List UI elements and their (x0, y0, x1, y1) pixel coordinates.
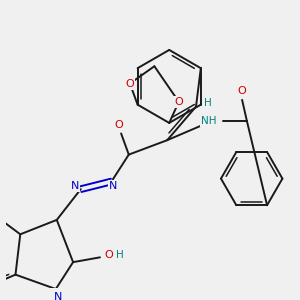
Text: O: O (238, 86, 247, 96)
Text: O: O (174, 97, 183, 107)
Text: O: O (104, 250, 113, 260)
Text: N: N (109, 181, 118, 191)
Text: H: H (116, 250, 124, 260)
Text: H: H (204, 98, 212, 108)
Text: N: N (71, 181, 79, 191)
Text: O: O (115, 120, 124, 130)
Text: O: O (125, 79, 134, 88)
Text: N: N (53, 292, 62, 300)
Text: NH: NH (201, 116, 216, 126)
